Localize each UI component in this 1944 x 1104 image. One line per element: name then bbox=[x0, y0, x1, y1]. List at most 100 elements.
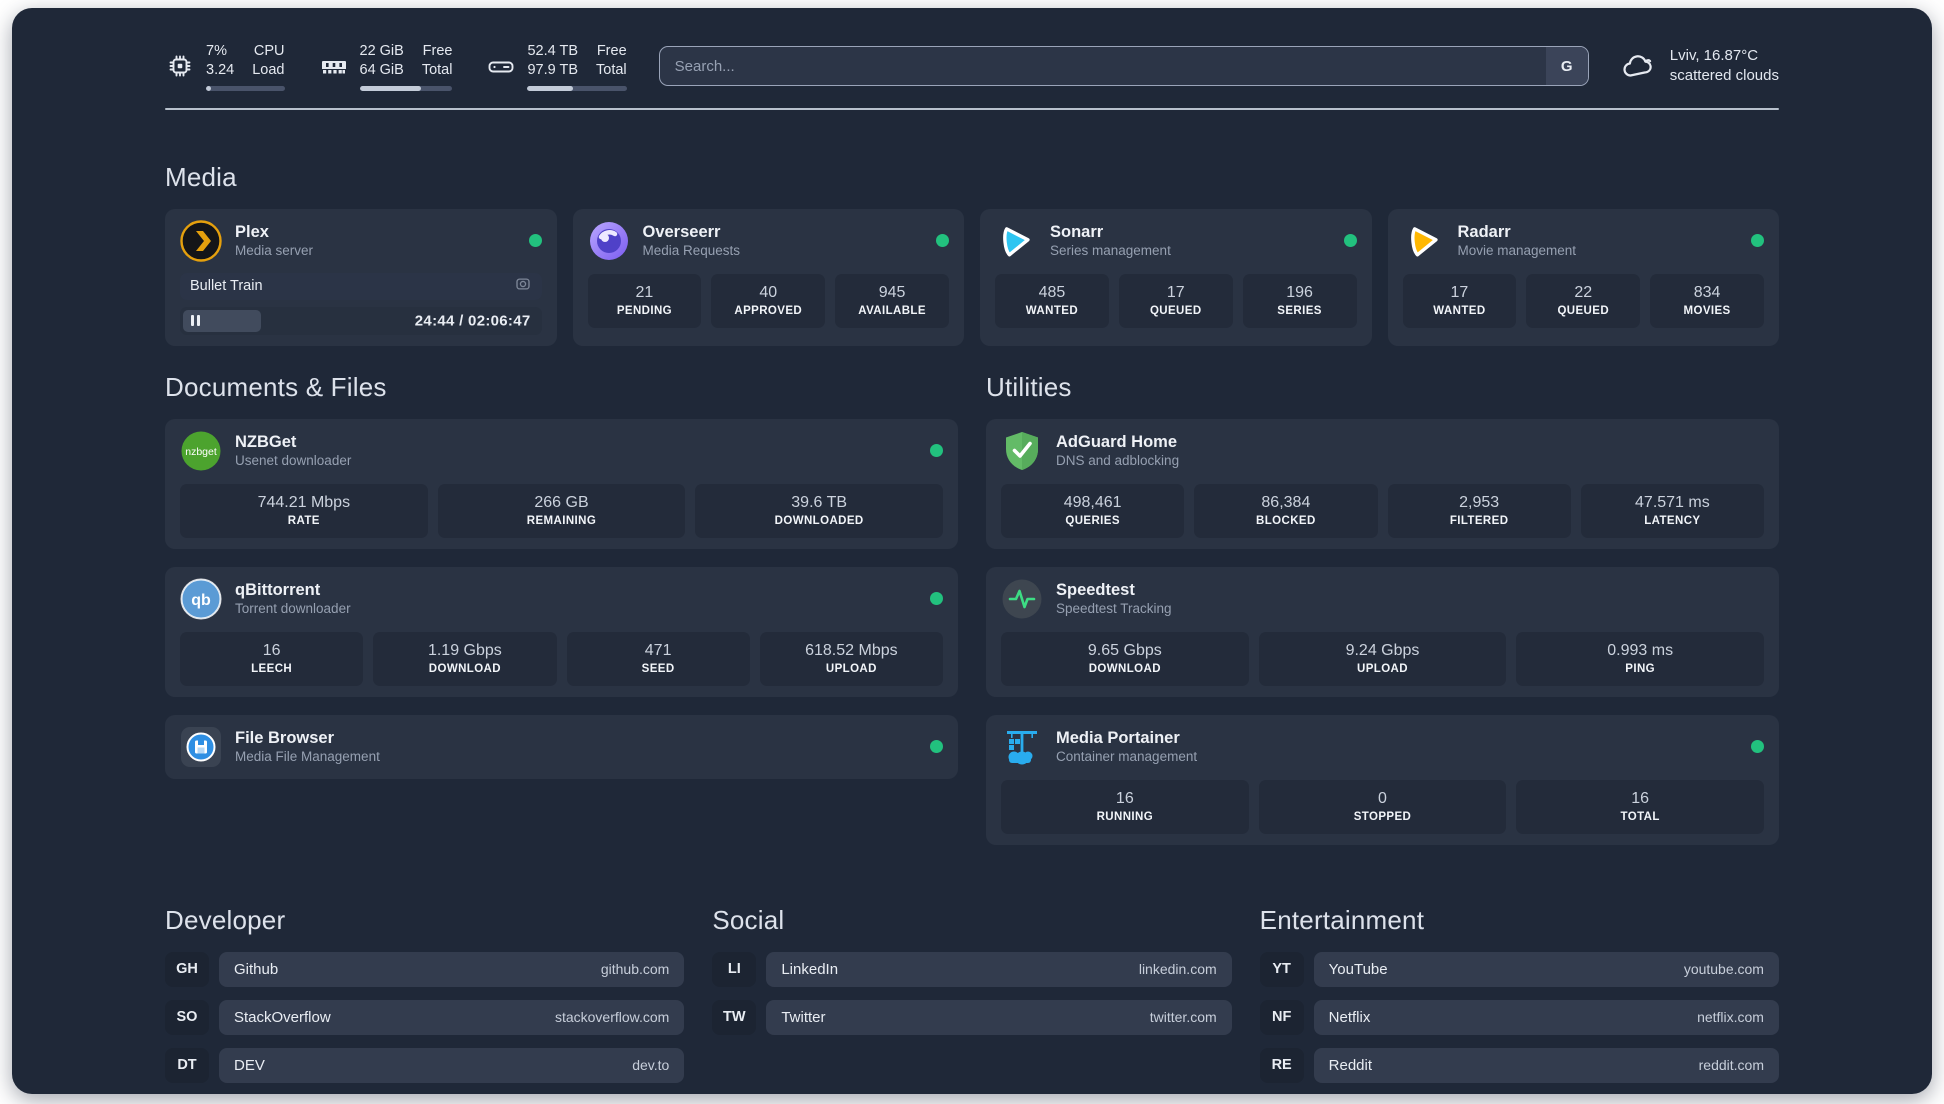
bookmark-link-dev[interactable]: DT DEV dev.to bbox=[165, 1047, 685, 1083]
stat-label: SERIES bbox=[1277, 305, 1322, 318]
bookmark-link-stackoverflow[interactable]: SO StackOverflow stackoverflow.com bbox=[165, 999, 685, 1035]
search-engine-button[interactable]: G bbox=[1545, 47, 1588, 86]
system-stat-progress bbox=[206, 85, 285, 91]
system-stat: 22 GiB 64 GiB Free Total bbox=[319, 42, 453, 91]
stat-value: 40 bbox=[759, 284, 778, 302]
bookmark-url: github.com bbox=[600, 961, 670, 978]
stat-box: 16 LEECH bbox=[180, 631, 364, 686]
app-card-sonarr[interactable]: Sonarr Series management 485 WANTED 17 QU… bbox=[980, 208, 1372, 346]
stat-label: FILTERED bbox=[1449, 515, 1509, 528]
stat-value: 16 bbox=[1115, 790, 1134, 808]
dashboard-panel: 7% 3.24 CPU Load 22 GiB 64 GiB Free Total 52… bbox=[12, 8, 1932, 1094]
bookmark-sections: Developer GH Github github.com SO StackO… bbox=[165, 905, 1779, 1094]
app-stats: 9.65 Gbps DOWNLOAD 9.24 Gbps UPLOAD 0.993 … bbox=[1001, 631, 1764, 686]
stat-label: DOWNLOAD bbox=[1088, 663, 1161, 676]
stat-label: TOTAL bbox=[1620, 811, 1660, 824]
app-subtitle: Media server bbox=[235, 243, 314, 259]
app-stats: 17 WANTED 22 QUEUED 834 MOVIES bbox=[1402, 273, 1764, 328]
stat-box: 744.21 Mbps RATE bbox=[180, 483, 428, 538]
bookmark-name: DEV bbox=[234, 1056, 265, 1074]
search-input[interactable] bbox=[659, 47, 1546, 86]
stat-value: 17 bbox=[1166, 284, 1185, 302]
app-subtitle: DNS and adblocking bbox=[1056, 453, 1180, 469]
bookmark-link-github[interactable]: GH Github github.com bbox=[165, 951, 685, 987]
app-stats: 485 WANTED 17 QUEUED 196 SERIES bbox=[995, 273, 1357, 328]
app-title: Media Portainer bbox=[1056, 728, 1180, 747]
stat-value: 0 bbox=[1378, 790, 1387, 808]
plex-icon bbox=[180, 219, 222, 262]
app-subtitle: Movie management bbox=[1457, 243, 1577, 259]
app-card-nzbget[interactable]: nzbget NZBGet Usenet downloader 744.21 M… bbox=[165, 418, 958, 549]
status-dot bbox=[930, 592, 943, 606]
app-subtitle: Media File Management bbox=[235, 749, 380, 765]
now-playing: Bullet Train 24:44 / 02:06:47 bbox=[180, 272, 542, 335]
app-title: Radarr bbox=[1457, 222, 1511, 241]
status-dot bbox=[1751, 234, 1764, 248]
bookmark-link-netflix[interactable]: NF Netflix netflix.com bbox=[1259, 999, 1779, 1035]
section-title-media: Media bbox=[165, 161, 237, 192]
stat-box: 9.65 Gbps DOWNLOAD bbox=[1001, 631, 1249, 686]
app-card-speedtest[interactable]: Speedtest Speedtest Tracking 9.65 Gbps D… bbox=[986, 566, 1779, 697]
system-stat-progress bbox=[359, 85, 453, 91]
stat-label: AVAILABLE bbox=[858, 305, 926, 318]
app-card-qbittorrent[interactable]: qb qBittorrent Torrent downloader 16 LEE… bbox=[165, 566, 958, 697]
app-card-adguard-home[interactable]: AdGuard Home DNS and adblocking 498,461 … bbox=[986, 418, 1779, 549]
stat-box: 9.24 Gbps UPLOAD bbox=[1258, 631, 1507, 686]
stat-value: 834 bbox=[1693, 284, 1721, 302]
stat-value: 485 bbox=[1038, 284, 1066, 302]
app-subtitle: Usenet downloader bbox=[235, 453, 352, 469]
stat-value: 744.21 Mbps bbox=[257, 494, 351, 512]
stat-value: 9.65 Gbps bbox=[1087, 642, 1162, 660]
playback-progress-bar[interactable]: 24:44 / 02:06:47 bbox=[180, 306, 542, 335]
stat-box: 2,953 FILTERED bbox=[1387, 483, 1571, 538]
stat-value: 2,953 bbox=[1459, 494, 1500, 512]
stat-label: STOPPED bbox=[1353, 811, 1412, 824]
portainer-icon bbox=[1001, 726, 1043, 768]
bookmark-link-youtube[interactable]: YT YouTube youtube.com bbox=[1259, 951, 1779, 987]
stat-label: PING bbox=[1625, 663, 1656, 676]
bookmark-name: Twitter bbox=[781, 1008, 826, 1026]
stat-label: DOWNLOAD bbox=[428, 663, 501, 676]
stat-box: 22 QUEUED bbox=[1526, 273, 1641, 328]
stat-value: 618.52 Mbps bbox=[805, 642, 898, 660]
bookmark-section-entertainment: Entertainment YT YouTube youtube.com NF … bbox=[1259, 905, 1779, 1083]
stat-label: WANTED bbox=[1025, 305, 1079, 318]
app-card-overseerr[interactable]: Overseerr Media Requests 21 PENDING 40 AP… bbox=[572, 208, 964, 346]
app-title: Speedtest bbox=[1056, 580, 1135, 599]
radarr-icon bbox=[1403, 220, 1445, 262]
bookmark-link-twitter[interactable]: TW Twitter twitter.com bbox=[712, 999, 1232, 1035]
status-dot bbox=[1751, 740, 1764, 754]
weather-location-temp: Lviv, 16.87°C bbox=[1669, 47, 1759, 65]
stat-box: 945 AVAILABLE bbox=[835, 273, 949, 328]
stat-label: REMAINING bbox=[526, 515, 597, 528]
status-dot bbox=[1343, 234, 1357, 248]
system-stats: 7% 3.24 CPU Load 22 GiB 64 GiB Free Total 52… bbox=[165, 42, 627, 91]
app-card-plex[interactable]: Plex Media server Bullet Train 24:44 / 0… bbox=[165, 208, 557, 346]
section-title-documents: Documents & Files bbox=[165, 371, 387, 402]
bookmark-section-title: Social bbox=[712, 904, 785, 935]
stat-label: RATE bbox=[287, 515, 320, 528]
now-playing-title: Bullet Train bbox=[190, 278, 263, 295]
stat-value: 196 bbox=[1286, 284, 1313, 302]
cpu-icon bbox=[165, 51, 195, 81]
top-bar: 7% 3.24 CPU Load 22 GiB 64 GiB Free Total 52… bbox=[165, 42, 1779, 91]
stat-box: 834 MOVIES bbox=[1650, 273, 1764, 328]
stat-label: UPLOAD bbox=[1357, 663, 1408, 676]
pause-icon[interactable] bbox=[191, 315, 200, 327]
search-bar[interactable]: G bbox=[658, 46, 1589, 87]
bookmark-abbr-badge: YT bbox=[1259, 951, 1304, 987]
stat-label: DOWNLOADED bbox=[774, 515, 864, 528]
app-card-radarr[interactable]: Radarr Movie management 17 WANTED 22 QUEU… bbox=[1387, 208, 1779, 346]
app-card-media-portainer[interactable]: Media Portainer Container management 16 … bbox=[986, 714, 1779, 845]
app-subtitle: Speedtest Tracking bbox=[1056, 601, 1172, 617]
stat-value: 945 bbox=[878, 284, 906, 302]
stat-value: 471 bbox=[644, 642, 672, 660]
stat-box: 498,461 QUERIES bbox=[1001, 483, 1185, 538]
bookmark-link-linkedin[interactable]: LI LinkedIn linkedin.com bbox=[712, 951, 1232, 987]
app-title: Sonarr bbox=[1050, 222, 1104, 241]
bookmark-url: stackoverflow.com bbox=[554, 1009, 670, 1026]
bookmark-section-title: Developer bbox=[165, 904, 286, 935]
app-card-file-browser[interactable]: File Browser Media File Management bbox=[165, 714, 958, 779]
stat-value: 47.571 ms bbox=[1635, 494, 1710, 512]
bookmark-link-reddit[interactable]: RE Reddit reddit.com bbox=[1259, 1047, 1779, 1083]
